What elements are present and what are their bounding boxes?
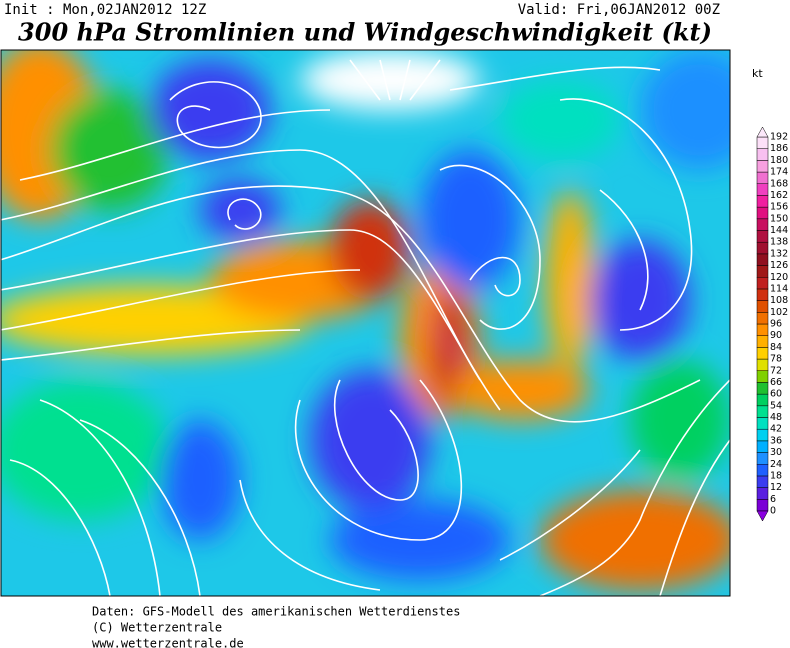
colorbar-swatch [756,405,769,418]
colorbar-label: 114 [770,283,788,294]
valid-time: Valid: Fri,06JAN2012 00Z [518,2,720,18]
footer-line: (C) Wetterzentrale [92,621,222,635]
colorbar-label: 6 [770,494,776,505]
colorbar-label: 30 [770,447,782,458]
colorbar-under [756,510,769,522]
wind-field [1,50,730,596]
colorbar-swatch [756,499,769,512]
colorbar-swatch [756,335,769,348]
colorbar-swatch [756,464,769,477]
colorbar-label: 0 [770,506,776,517]
colorbar-swatch [756,288,769,301]
colorbar-label: 126 [770,260,788,271]
streamlines [1,59,730,596]
colorbar-label: 150 [770,213,788,224]
colorbar-label: 156 [770,202,788,213]
colorbar-swatch [756,475,769,488]
colorbar-swatch [756,136,769,149]
map-frame [0,49,731,597]
colorbar-label: 108 [770,295,788,306]
map-title: 300 hPa Stromlinien und Windgeschwindigk… [18,18,712,47]
colorbar-label: 54 [770,400,782,411]
colorbar-label: 24 [770,459,782,470]
colorbar-swatch [756,195,769,208]
colorbar-label: 84 [770,342,782,353]
colorbar-label: 48 [770,412,782,423]
colorbar-swatch [756,487,769,500]
colorbar-label: 168 [770,178,788,189]
colorbar-unit: kt [752,67,763,80]
colorbar-swatch [756,428,769,442]
colorbar-swatch [756,452,769,465]
colorbar-swatch [756,230,769,243]
colorbar-swatch [756,171,769,184]
colorbar-label: 186 [770,143,788,154]
colorbar-swatch [756,323,769,336]
colorbar-swatch [756,347,769,360]
colorbar-label: 174 [770,167,788,178]
colorbar-swatch [756,206,769,220]
colorbar-swatch [756,277,769,290]
colorbar-swatch [756,358,769,371]
colorbar-swatch [756,241,769,255]
colorbar-swatch [756,253,769,266]
colorbar: 0612182430364248546066727884909610210811… [756,126,788,522]
colorbar-swatch [756,148,769,161]
colorbar-label: 36 [770,435,782,446]
colorbar-label: 96 [770,319,782,330]
colorbar-swatch [756,393,769,407]
colorbar-swatch [756,300,769,313]
colorbar-label: 90 [770,330,782,341]
colorbar-label: 18 [770,470,782,481]
footer-line: www.wetterzentrale.de [92,637,244,648]
colorbar-label: 78 [770,354,782,365]
colorbar-swatch [756,370,769,383]
footer-line: Daten: GFS-Modell des amerikanischen Wet… [92,605,460,619]
colorbar-swatch [756,312,769,325]
colorbar-swatch [756,417,769,430]
colorbar-label: 72 [770,365,782,376]
colorbar-label: 42 [770,424,782,435]
colorbar-label: 66 [770,377,782,388]
colorbar-swatch [756,440,769,453]
colorbar-label: 12 [770,482,782,493]
colorbar-label: 120 [770,272,788,283]
init-time: Init : Mon,02JAN2012 12Z [4,2,206,18]
colorbar-label: 138 [770,237,788,248]
colorbar-label: 60 [770,389,782,400]
colorbar-swatch [756,183,769,196]
colorbar-swatch [756,382,769,395]
colorbar-swatch [756,265,769,278]
colorbar-over [756,126,769,138]
colorbar-label: 162 [770,190,788,201]
colorbar-label: 144 [770,225,788,236]
colorbar-label: 132 [770,248,788,259]
colorbar-label: 180 [770,155,788,166]
colorbar-swatch [756,218,769,231]
colorbar-label: 192 [770,132,788,143]
colorbar-label: 102 [770,307,788,318]
colorbar-swatch [756,160,769,173]
